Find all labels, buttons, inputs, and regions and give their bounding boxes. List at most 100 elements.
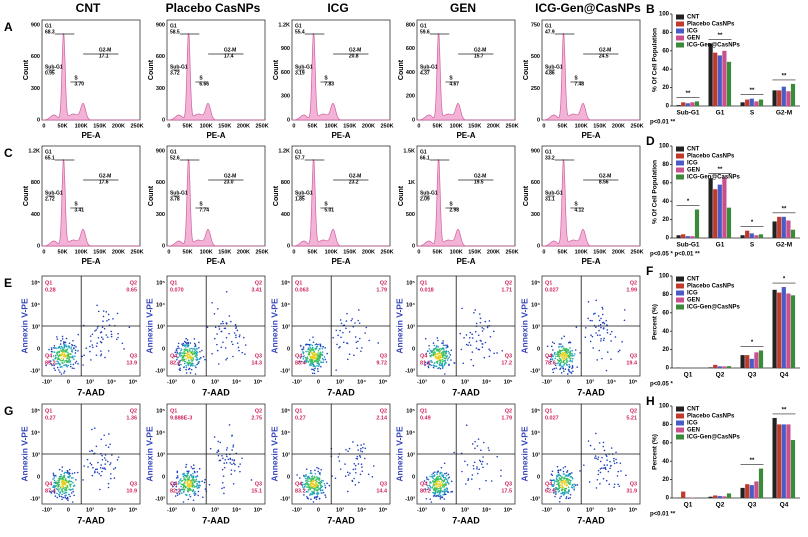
event-dot (170, 483, 173, 486)
event-dot (600, 340, 602, 342)
event-dot (209, 447, 212, 450)
column-header: GEN (450, 1, 476, 15)
legend-label: ICG-Gen@CasNPs (687, 175, 741, 181)
event-dot (227, 458, 230, 461)
event-dot (319, 482, 322, 485)
event-dot (103, 327, 106, 330)
y-tick-label: 40 (662, 329, 669, 335)
event-dot (59, 491, 61, 494)
event-dot (324, 358, 327, 361)
event-dot (442, 354, 445, 356)
x-tick-label: 250K (130, 123, 143, 129)
event-dot (321, 354, 324, 356)
event-dot (225, 290, 228, 293)
event-dot (336, 343, 338, 346)
y-tick-label: 600 (281, 70, 290, 76)
x-tick-label: 0 (292, 249, 295, 255)
event-dot (185, 337, 187, 340)
event-dot (557, 346, 560, 348)
event-dot (208, 483, 211, 486)
event-dot (606, 464, 608, 466)
event-dot (311, 481, 313, 483)
event-dot (228, 315, 231, 317)
event-dot (107, 313, 110, 316)
gate-value: 7.74 (199, 207, 209, 213)
event-dot (100, 464, 102, 466)
y-tick-label: 0 (537, 474, 540, 480)
event-dot (571, 354, 573, 356)
event-dot (60, 353, 63, 356)
legend-label: GEN (687, 298, 700, 304)
event-dot (63, 370, 66, 373)
x-tick-label: 10⁴ (607, 379, 616, 385)
event-dot (605, 455, 608, 458)
event-dot (308, 485, 310, 488)
event-dot (182, 501, 185, 503)
event-dot (334, 477, 337, 480)
event-dot (182, 344, 184, 347)
event-dot (180, 492, 183, 494)
gate-name: G2-M (474, 173, 487, 179)
event-dot (188, 367, 191, 370)
event-dot (234, 463, 236, 466)
event-dot (48, 361, 51, 364)
event-dot (471, 443, 474, 445)
event-dot (96, 468, 98, 470)
event-dot (61, 483, 63, 485)
event-dot (308, 349, 311, 351)
gate-value: 33.2 (545, 155, 555, 161)
event-dot (564, 465, 567, 468)
event-dot (181, 352, 183, 355)
x-tick-label: 50K (433, 249, 443, 255)
event-dot (61, 353, 64, 355)
y-tick-label: 100 (659, 404, 670, 410)
event-dot (438, 352, 441, 355)
y-tick-label: 0 (537, 243, 540, 249)
event-dot (551, 479, 553, 482)
event-dot (224, 347, 227, 349)
event-dot (186, 350, 189, 352)
event-dot (211, 352, 213, 355)
event-dot (66, 355, 69, 357)
gate-name: S (74, 201, 78, 207)
event-dot (597, 473, 600, 476)
event-dot (313, 364, 315, 367)
event-dot (98, 472, 101, 475)
event-dot (232, 446, 234, 448)
event-dot (443, 349, 445, 351)
x-axis-label: PE-A (456, 257, 475, 266)
event-dot (559, 469, 562, 471)
event-dot (437, 485, 440, 487)
event-dot (58, 479, 61, 481)
event-dot (48, 348, 50, 351)
event-dot (63, 341, 66, 344)
event-dot (357, 463, 360, 465)
quadrant-name: Q2 (380, 280, 387, 286)
gate-name: S (324, 201, 328, 207)
event-dot (439, 361, 442, 364)
event-dot (613, 460, 615, 462)
x-axis-label: PE-A (581, 257, 600, 266)
bar (781, 86, 786, 106)
event-dot (174, 351, 177, 354)
event-dot (555, 487, 558, 489)
gate-value: 23.2 (349, 179, 359, 185)
x-axis-label: PE-A (206, 131, 225, 140)
event-dot (54, 482, 57, 485)
x-tick-label: 0 (167, 249, 170, 255)
event-dot (566, 373, 569, 375)
event-dot (598, 319, 601, 322)
event-dot (72, 477, 74, 479)
event-dot (217, 449, 220, 452)
event-dot (102, 338, 104, 340)
quadrant-value: 2.75 (251, 415, 262, 421)
x-tick-label: 150K (343, 123, 356, 129)
legend-swatch (676, 35, 684, 41)
event-dot (92, 346, 94, 349)
y-tick-label: 300 (531, 212, 540, 218)
event-dot (448, 483, 450, 485)
event-dot (464, 460, 466, 463)
x-tick-label: Q4 (780, 372, 789, 379)
event-dot (195, 350, 198, 353)
bar (690, 102, 695, 106)
